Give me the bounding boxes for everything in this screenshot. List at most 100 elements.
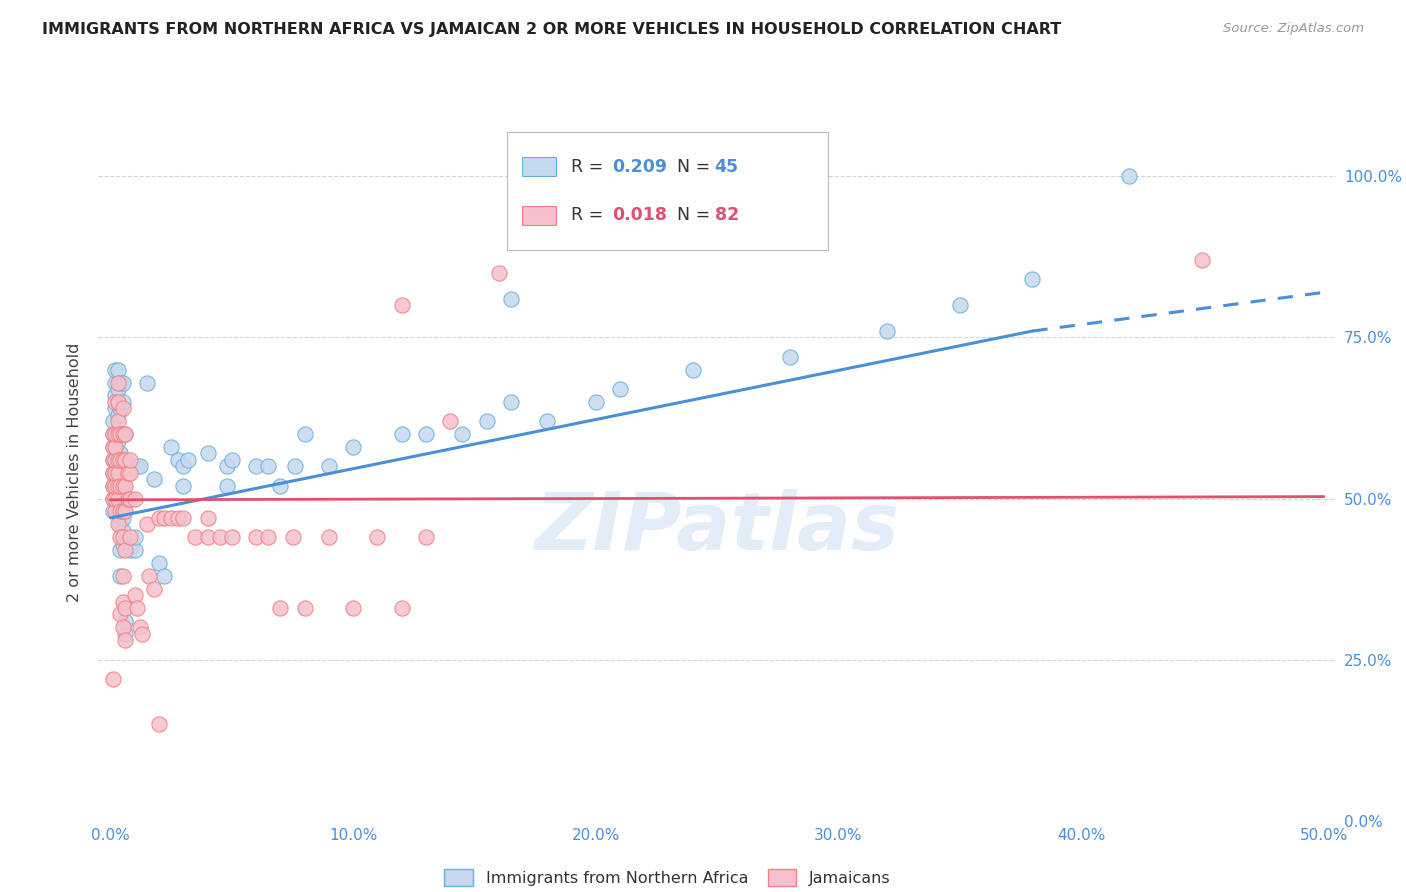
Text: ZIPatlas: ZIPatlas (534, 490, 900, 567)
Point (107, 427, 129, 442)
Bar (522, 205, 557, 225)
Point (110, 530, 132, 544)
Bar (522, 157, 557, 177)
Point (101, 414, 124, 428)
Point (107, 414, 129, 428)
Point (294, 601, 316, 615)
Point (124, 491, 146, 506)
Point (101, 440, 124, 454)
Point (366, 530, 388, 544)
Point (167, 511, 190, 525)
Point (117, 491, 139, 506)
Point (110, 466, 132, 480)
Bar (506, 132, 828, 250)
Point (101, 478, 124, 492)
Point (110, 478, 132, 492)
Text: 0.018: 0.018 (612, 206, 666, 224)
Point (101, 427, 124, 442)
Point (342, 601, 364, 615)
Point (111, 511, 134, 525)
Text: N =: N = (678, 206, 716, 224)
Point (104, 440, 127, 454)
Point (111, 478, 134, 492)
Point (110, 504, 132, 518)
Point (114, 614, 136, 628)
Point (117, 466, 139, 480)
Point (107, 459, 129, 474)
Point (177, 453, 200, 467)
Point (111, 594, 134, 608)
Point (138, 569, 160, 583)
Point (111, 530, 134, 544)
Point (949, 298, 972, 312)
Legend: Immigrants from Northern Africa, Jamaicans: Immigrants from Northern Africa, Jamaica… (439, 863, 897, 892)
Y-axis label: 2 or more Vehicles in Household: 2 or more Vehicles in Household (67, 343, 83, 602)
Point (104, 491, 127, 506)
Point (104, 453, 127, 467)
Point (111, 376, 134, 390)
Point (153, 511, 176, 525)
Point (269, 478, 291, 492)
Text: R =: R = (571, 158, 609, 176)
Point (415, 530, 437, 544)
Point (107, 446, 129, 460)
Point (110, 427, 132, 442)
Point (215, 478, 238, 492)
Point (107, 478, 129, 492)
Point (101, 453, 124, 467)
Point (1191, 253, 1213, 268)
Point (110, 607, 132, 622)
Point (124, 530, 146, 544)
Point (107, 382, 129, 396)
Point (342, 440, 364, 454)
Point (104, 427, 127, 442)
Point (101, 491, 124, 506)
Point (110, 453, 132, 467)
Point (136, 376, 159, 390)
Point (585, 395, 607, 409)
Point (114, 504, 136, 518)
Point (172, 459, 194, 474)
Point (257, 530, 280, 544)
Point (111, 524, 134, 538)
Point (101, 440, 124, 454)
Point (197, 530, 219, 544)
Point (110, 569, 132, 583)
Point (111, 401, 134, 416)
Point (136, 517, 159, 532)
Point (499, 292, 522, 306)
Point (101, 478, 124, 492)
Point (104, 440, 127, 454)
Point (118, 466, 141, 480)
Point (110, 427, 132, 442)
Point (124, 543, 146, 558)
Point (110, 446, 132, 460)
Point (104, 376, 127, 390)
Point (281, 530, 304, 544)
Point (111, 485, 134, 500)
Point (107, 491, 129, 506)
Point (104, 478, 127, 492)
Point (104, 466, 127, 480)
Point (160, 511, 183, 525)
Text: 0.209: 0.209 (612, 158, 666, 176)
Point (101, 491, 124, 506)
Point (101, 453, 124, 467)
Point (257, 459, 280, 474)
Point (197, 446, 219, 460)
Point (107, 453, 129, 467)
Point (111, 395, 134, 409)
Point (167, 453, 190, 467)
Point (184, 530, 207, 544)
Point (439, 414, 461, 428)
Point (114, 627, 136, 641)
Point (609, 382, 631, 396)
Point (111, 569, 134, 583)
Point (269, 601, 291, 615)
Point (114, 543, 136, 558)
Point (114, 478, 136, 492)
Point (101, 466, 124, 480)
Point (160, 440, 183, 454)
Text: R =: R = (571, 206, 609, 224)
Point (101, 466, 124, 480)
